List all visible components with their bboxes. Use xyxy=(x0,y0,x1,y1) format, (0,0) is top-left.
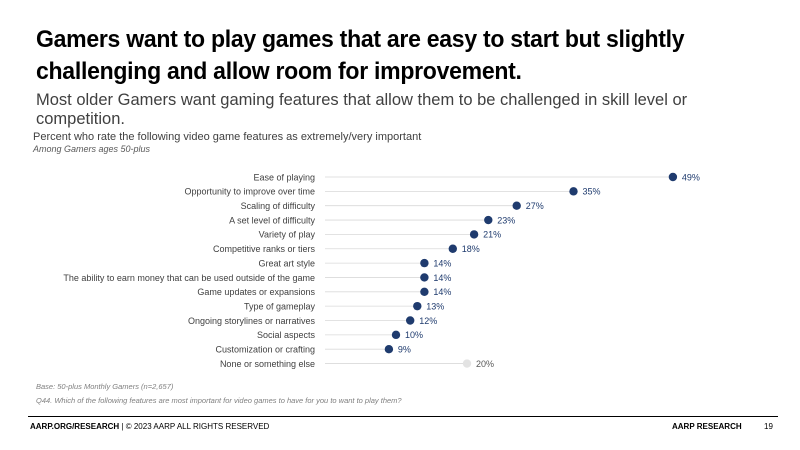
value-dot xyxy=(391,330,401,340)
value-label: 20% xyxy=(476,359,494,369)
footer-site: AARP.ORG/RESEARCH xyxy=(30,422,120,431)
value-label: 12% xyxy=(419,316,437,326)
value-label: 13% xyxy=(426,301,444,311)
category-label: Competitive ranks or tiers xyxy=(213,244,316,254)
value-dot xyxy=(484,215,493,225)
dot-chart: Ease of playing 49% Opportunity to improve… xyxy=(63,172,700,369)
page-number: 19 xyxy=(764,422,773,431)
value-dot xyxy=(569,187,578,196)
value-dot xyxy=(413,301,422,311)
value-dot xyxy=(462,359,472,368)
slide-headline: Gamers want to play games that are easy … xyxy=(36,26,685,85)
category-label: Game updates or expansions xyxy=(197,287,315,297)
value-label: 14% xyxy=(433,273,451,283)
category-label: Social aspects xyxy=(257,330,316,340)
category-label: A set level of difficulty xyxy=(229,215,315,225)
value-label: 14% xyxy=(433,287,451,297)
category-label: Type of gameplay xyxy=(244,301,316,311)
base-note: Base: 50-plus Monthly Gamers (n=2,657) xyxy=(36,382,174,391)
category-label: Ease of playing xyxy=(253,172,315,182)
chart-caption-sub: Among Gamers ages 50-plus xyxy=(33,144,151,154)
question-note: Q44. Which of the following features are… xyxy=(36,396,402,405)
value-label: 23% xyxy=(497,215,515,225)
value-dot xyxy=(420,258,429,268)
value-label: 9% xyxy=(398,345,411,355)
value-dot xyxy=(512,201,521,210)
category-label: Great art style xyxy=(258,258,315,268)
category-label: Ongoing storylines or narratives xyxy=(188,316,316,326)
value-dot xyxy=(384,345,394,354)
value-dot xyxy=(668,172,678,182)
category-label: Customization or crafting xyxy=(215,345,315,355)
footer-left: AARP.ORG/RESEARCH | © 2023 AARP ALL RIGH… xyxy=(30,422,269,431)
category-label: Scaling of difficulty xyxy=(241,201,316,211)
value-label: 18% xyxy=(462,244,480,254)
category-label: Opportunity to improve over time xyxy=(184,187,315,197)
value-dot xyxy=(448,244,457,253)
footer-divider xyxy=(28,416,778,417)
value-label: 49% xyxy=(682,172,700,182)
category-label: None or something else xyxy=(220,359,315,369)
value-dot xyxy=(406,316,415,325)
slide-subhead: Most older Gamers want gaming features t… xyxy=(36,91,688,128)
value-label: 35% xyxy=(583,187,601,197)
footer-copyright: | © 2023 AARP ALL RIGHTS RESERVED xyxy=(119,422,270,431)
value-label: 10% xyxy=(405,330,423,340)
chart-caption: Percent who rate the following video gam… xyxy=(33,131,422,143)
value-label: 14% xyxy=(433,258,451,268)
footer-brand: AARP RESEARCH xyxy=(672,422,742,431)
value-label: 21% xyxy=(483,230,501,240)
value-dot xyxy=(469,230,479,239)
category-label: Variety of play xyxy=(259,230,316,240)
value-dot xyxy=(420,273,429,282)
category-label: The ability to earn money that can be us… xyxy=(63,273,315,283)
value-dot xyxy=(420,287,429,296)
value-label: 27% xyxy=(526,201,544,211)
